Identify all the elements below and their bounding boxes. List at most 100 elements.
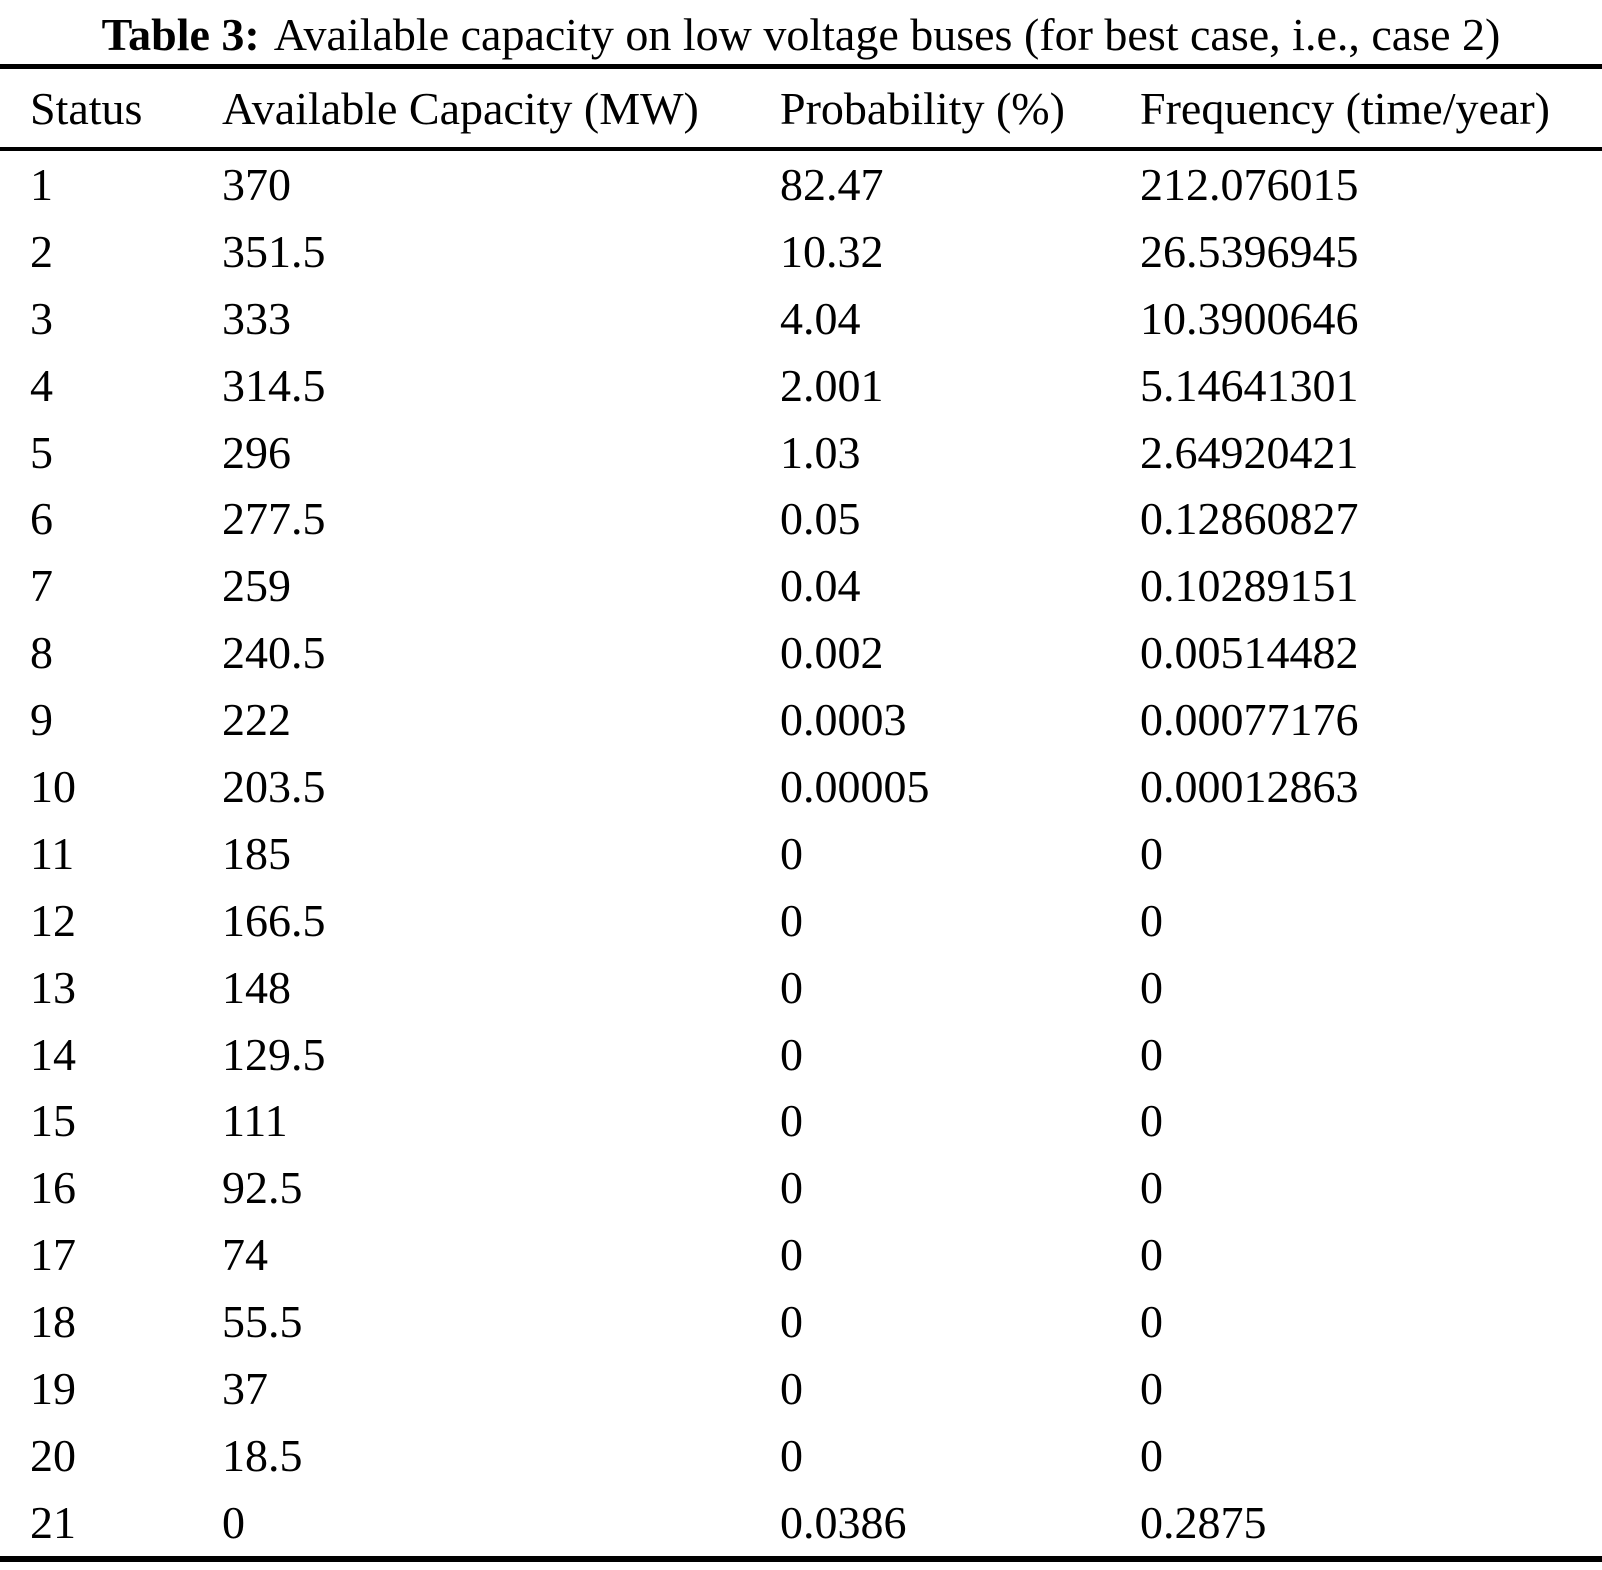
cell-available-capacity: 55.5 [222,1296,303,1348]
cell-available-capacity: 74 [222,1229,268,1281]
cell-available-capacity: 37 [222,1362,268,1414]
cell-available-capacity: 111 [222,1095,288,1147]
table-row: 10 203.5 0.00005 0.00012863 [0,753,1602,820]
cell-frequency: 0.00514482 [1140,627,1359,679]
cell-available-capacity: 277.5 [222,493,326,545]
cell-status: 18 [30,1296,76,1348]
cell-status: 10 [30,760,76,812]
cell-probability: 0 [780,961,803,1013]
cell-frequency: 0 [1140,1429,1163,1481]
table-row: 14 129.5 0 0 [0,1021,1602,1088]
cell-frequency: 0.10289151 [1140,560,1359,612]
cell-available-capacity: 222 [222,694,291,746]
table-row: 6 277.5 0.05 0.12860827 [0,485,1602,552]
cell-status: 3 [30,292,53,344]
column-header-probability: Probability (%) [750,66,1110,151]
cell-available-capacity: 259 [222,560,291,612]
cell-frequency: 0 [1140,827,1163,879]
cell-probability: 0 [780,1362,803,1414]
cell-probability: 4.04 [780,292,861,344]
cell-frequency: 0 [1140,1296,1163,1348]
table-header-row: Status Available Capacity (MW) Probabili… [0,66,1602,151]
cell-available-capacity: 351.5 [222,225,326,277]
cell-frequency: 26.5396945 [1140,225,1359,277]
cell-status: 6 [30,493,53,545]
cell-status: 9 [30,694,53,746]
cell-status: 12 [30,894,76,946]
table-row: 9 222 0.0003 0.00077176 [0,686,1602,753]
cell-frequency: 0.12860827 [1140,493,1359,545]
table-row: 8 240.5 0.002 0.00514482 [0,619,1602,686]
cell-available-capacity: 0 [222,1496,245,1548]
cell-probability: 10.32 [780,225,884,277]
table-row: 13 148 0 0 [0,954,1602,1021]
cell-probability: 0 [780,1028,803,1080]
cell-frequency: 0 [1140,894,1163,946]
cell-frequency: 2.64920421 [1140,426,1359,478]
cell-status: 11 [30,827,75,879]
table-row: 16 92.5 0 0 [0,1154,1602,1221]
table-row: 19 37 0 0 [0,1355,1602,1422]
cell-available-capacity: 314.5 [222,359,326,411]
cell-probability: 2.001 [780,359,884,411]
column-header-status: Status [0,66,192,151]
cell-available-capacity: 333 [222,292,291,344]
cell-probability: 0.0386 [780,1496,907,1548]
cell-frequency: 0 [1140,1095,1163,1147]
cell-available-capacity: 240.5 [222,627,326,679]
table-row: 7 259 0.04 0.10289151 [0,552,1602,619]
column-header-available-capacity: Available Capacity (MW) [192,66,750,151]
table-row: 12 166.5 0 0 [0,887,1602,954]
cell-frequency: 0 [1140,961,1163,1013]
table-row: 11 185 0 0 [0,820,1602,887]
cell-available-capacity: 203.5 [222,760,326,812]
cell-status: 8 [30,627,53,679]
cell-status: 2 [30,225,53,277]
cell-status: 17 [30,1229,76,1281]
cell-probability: 0.0003 [780,694,907,746]
cell-frequency: 0 [1140,1028,1163,1080]
cell-probability: 0.002 [780,627,884,679]
cell-probability: 1.03 [780,426,861,478]
cell-probability: 0 [780,894,803,946]
cell-frequency: 5.14641301 [1140,359,1359,411]
table-row: 21 0 0.0386 0.2875 [0,1489,1602,1559]
cell-status: 19 [30,1362,76,1414]
column-header-frequency: Frequency (time/year) [1110,66,1602,151]
cell-status: 13 [30,961,76,1013]
cell-status: 20 [30,1429,76,1481]
table-row: 3 333 4.04 10.3900646 [0,285,1602,352]
table-row: 20 18.5 0 0 [0,1422,1602,1489]
cell-available-capacity: 370 [222,158,291,210]
table-row: 15 111 0 0 [0,1087,1602,1154]
cell-frequency: 0 [1140,1229,1163,1281]
cell-status: 1 [30,158,53,210]
table-body: 1 370 82.47 212.076015 2 351.5 10.32 26.5396945… [0,149,1602,1559]
cell-frequency: 10.3900646 [1140,292,1359,344]
cell-probability: 0.05 [780,493,861,545]
cell-available-capacity: 148 [222,961,291,1013]
cell-probability: 0 [780,1429,803,1481]
cell-status: 4 [30,359,53,411]
cell-probability: 0 [780,827,803,879]
cell-probability: 0.04 [780,560,861,612]
cell-probability: 0.00005 [780,760,930,812]
cell-available-capacity: 18.5 [222,1429,303,1481]
table-row: 2 351.5 10.32 26.5396945 [0,218,1602,285]
cell-available-capacity: 185 [222,827,291,879]
cell-status: 15 [30,1095,76,1147]
cell-available-capacity: 129.5 [222,1028,326,1080]
cell-frequency: 0.00012863 [1140,760,1359,812]
cell-frequency: 0 [1140,1362,1163,1414]
cell-frequency: 0 [1140,1162,1163,1214]
table-row: 5 296 1.03 2.64920421 [0,419,1602,486]
table-caption-label: Table 3: [101,9,260,60]
table-row: 1 370 82.47 212.076015 [0,149,1602,218]
cell-probability: 82.47 [780,158,884,210]
table-row: 4 314.5 2.001 5.14641301 [0,352,1602,419]
cell-available-capacity: 296 [222,426,291,478]
table-caption: Table 3: Available capacity on low voltag… [0,0,1602,64]
cell-status: 7 [30,560,53,612]
cell-status: 5 [30,426,53,478]
